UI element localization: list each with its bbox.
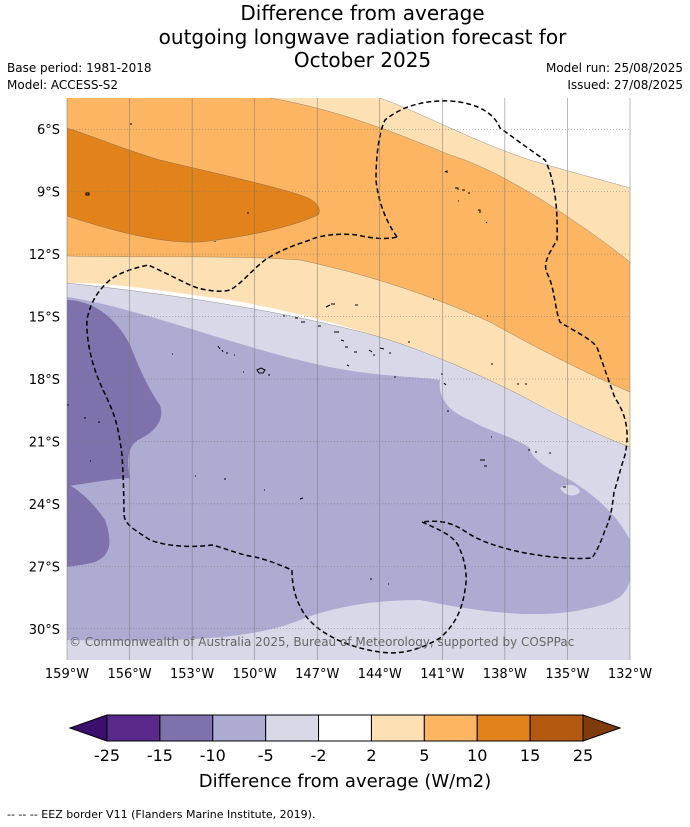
colorbar-cell — [318, 714, 372, 742]
colorbar-label: Difference from average (W/m2) — [199, 771, 491, 792]
colorbar-cell — [476, 714, 531, 742]
islands — [67, 123, 566, 585]
title-line-3: October 2025 — [293, 48, 432, 72]
colorbar-cell — [265, 714, 320, 742]
longitude-label: 141°W — [420, 667, 464, 682]
latitude-label: 9°S — [37, 186, 60, 201]
issued-date: Issued: 27/08/2025 — [567, 78, 683, 92]
chart-title: Difference from average outgoing longwav… — [0, 1, 690, 73]
eez-legend-note: -- -- -- EEZ border V11 (Flanders Marine… — [7, 808, 316, 821]
copyright-text: © Commonwealth of Australia 2025, Bureau… — [69, 635, 574, 649]
colorbar-cell — [529, 714, 584, 742]
colorbar-over-arrow — [582, 714, 622, 742]
latitude-label: 6°S — [37, 123, 60, 138]
longitude-label: 156°W — [107, 667, 151, 682]
colorbar-cell — [212, 714, 267, 742]
colorbar-tick-label: -15 — [147, 746, 173, 765]
band-p10 — [67, 128, 320, 243]
band-n15 — [67, 300, 162, 486]
colorbar-cell — [423, 714, 478, 742]
meta-right: Model run: 25/08/2025 Issued: 27/08/2025 — [546, 60, 683, 94]
latitude-label: 24°S — [29, 498, 60, 513]
longitude-label: 153°W — [170, 667, 214, 682]
colorbar-tick-label: -10 — [200, 746, 226, 765]
longitude-label: 144°W — [358, 667, 402, 682]
colorbar: -25 -15 -10 -5 -2 2 5 10 15 25 Difference from av… — [68, 714, 622, 792]
latitude-label: 12°S — [29, 248, 60, 263]
longitude-label: 132°W — [608, 667, 652, 682]
longitude-label: 150°W — [233, 667, 277, 682]
colorbar-cell — [159, 714, 214, 742]
colorbar-under-arrow — [68, 714, 108, 742]
colorbar-tick-label: -25 — [94, 746, 120, 765]
model-name: Model: ACCESS-S2 — [7, 78, 119, 92]
gridlines — [66, 98, 631, 660]
longitude-label: 135°W — [545, 667, 589, 682]
eez-borders — [86, 100, 628, 654]
latitude-label: 27°S — [29, 560, 60, 575]
colorbar-tick-label: -5 — [258, 746, 274, 765]
latitude-label: 18°S — [29, 373, 60, 388]
longitude-labels: 159°W 156°W 153°W 150°W 147°W 144°W 141°W 138°W… — [45, 667, 652, 682]
latitude-label: 15°S — [29, 311, 60, 326]
colorbar-tick-label: 15 — [520, 746, 540, 765]
colorbar-cell — [370, 714, 425, 742]
model-run: Model run: 25/08/2025 — [545, 61, 683, 75]
latitude-label: 21°S — [29, 435, 60, 450]
title-line-2: outgoing longwave radiation forecast for — [158, 24, 567, 49]
colorbar-cell — [106, 714, 161, 742]
longitude-label: 147°W — [295, 667, 339, 682]
longitude-label: 138°W — [483, 667, 527, 682]
colorbar-tick-label: -2 — [311, 746, 327, 765]
colorbar-tick-label: 10 — [467, 746, 487, 765]
colorbar-tick-label: 5 — [419, 746, 429, 765]
base-period: Base period: 1981-2018 — [7, 61, 152, 75]
colorbar-tick-label: 2 — [366, 746, 376, 765]
colorbar-tick-label: 25 — [573, 746, 593, 765]
longitude-label: 159°W — [45, 667, 89, 682]
band-n10 — [67, 297, 630, 641]
title-line-1: Difference from average — [240, 1, 485, 25]
latitude-label: 30°S — [29, 623, 60, 638]
band-n15-south — [67, 484, 110, 567]
latitude-labels: 6°S 9°S 12°S 15°S 18°S 21°S 24°S 27°S 30°S — [29, 123, 60, 638]
meta-left: Base period: 1981-2018 Model: ACCESS-S2 — [7, 60, 152, 94]
